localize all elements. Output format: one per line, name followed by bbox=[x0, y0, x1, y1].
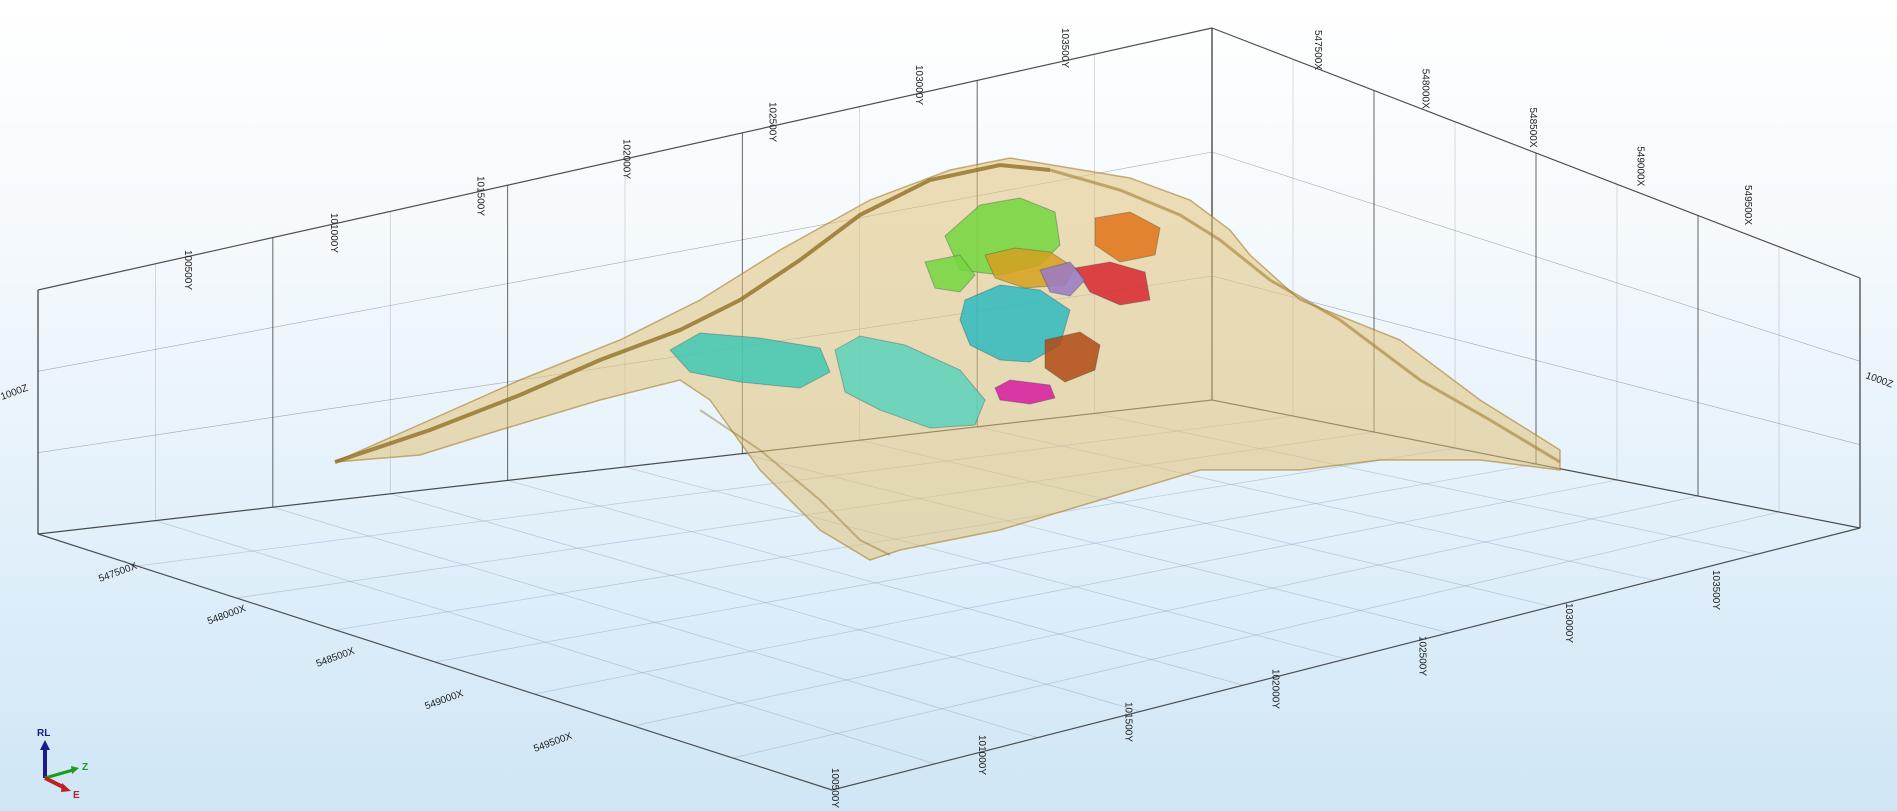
topography-surface bbox=[334, 157, 1561, 561]
orientation-widget[interactable]: RL Z E bbox=[37, 728, 88, 801]
floor-grid-line bbox=[272, 506, 1038, 738]
wall-grid-line bbox=[1211, 275, 1861, 445]
top-y-tick-label: 103000Y bbox=[913, 65, 924, 105]
bottom-y-tick-label: 103000Y bbox=[1563, 603, 1574, 643]
e-axis-arrowhead bbox=[61, 783, 71, 792]
left-z-tick-label: 1000Z bbox=[0, 383, 30, 403]
top-y-tick-label: 100500Y bbox=[182, 250, 193, 290]
top-x-tick-label: 548500X bbox=[1527, 108, 1538, 148]
orebody-solids bbox=[669, 197, 1161, 429]
floor-grid-line bbox=[507, 480, 1244, 686]
up-axis-label: RL bbox=[37, 728, 50, 739]
left-x-tick-label: 549000X bbox=[424, 688, 466, 712]
orebody-solid-11[interactable] bbox=[1039, 261, 1086, 297]
bottom-y-tick-label: 102000Y bbox=[1270, 669, 1281, 709]
wall-grid-line bbox=[1211, 151, 1861, 362]
floor-grid-line bbox=[732, 511, 1780, 759]
floor-grid-line bbox=[633, 495, 1699, 727]
bottom-y-tick-label: 101500Y bbox=[1123, 702, 1134, 742]
top-y-tick-label: 101500Y bbox=[474, 176, 485, 216]
box-edge bbox=[37, 27, 1213, 291]
bottom-y-tick-label: 100500Y bbox=[829, 768, 840, 808]
floor-grid-line bbox=[434, 463, 1537, 663]
bottom-y-tick-label: 101000Y bbox=[976, 735, 987, 775]
z-axis-label: Z bbox=[82, 762, 88, 773]
box-edge bbox=[831, 527, 1861, 791]
left-x-tick-label: 548500X bbox=[315, 646, 357, 670]
orebody-solid-6[interactable] bbox=[1094, 211, 1161, 263]
floor-grid-line bbox=[534, 479, 1618, 695]
left-x-tick-label: 549500X bbox=[532, 731, 574, 755]
floor-grid-line bbox=[624, 466, 1347, 660]
orebody-solid-10[interactable] bbox=[994, 379, 1056, 405]
left-x-tick-label: 548000X bbox=[206, 603, 248, 627]
terrain-valley bbox=[699, 409, 891, 556]
top-y-tick-label: 101000Y bbox=[328, 213, 339, 253]
terrain-mesh bbox=[334, 157, 1561, 561]
e-axis-label: E bbox=[73, 790, 80, 801]
top-x-tick-label: 547500X bbox=[1312, 30, 1323, 70]
orebody-solid-4[interactable] bbox=[924, 254, 976, 293]
floor-grid-line bbox=[155, 520, 935, 765]
bottom-y-tick-label: 103500Y bbox=[1710, 570, 1721, 610]
top-y-tick-label: 102000Y bbox=[621, 139, 632, 179]
bottom-y-tick-label: 102500Y bbox=[1416, 636, 1427, 676]
top-y-tick-label: 102500Y bbox=[767, 102, 778, 142]
orebody-solid-9[interactable] bbox=[1044, 331, 1101, 383]
terrain-ridge-right bbox=[1049, 168, 1561, 464]
top-x-tick-label: 548000X bbox=[1420, 69, 1431, 109]
terrain-ridge-left bbox=[334, 162, 1051, 464]
top-y-tick-label: 103500Y bbox=[1059, 28, 1070, 68]
z-axis-arrow bbox=[44, 768, 74, 780]
top-x-tick-label: 549500X bbox=[1742, 185, 1753, 225]
z-axis-arrowhead bbox=[71, 766, 79, 774]
orebody-solid-7[interactable] bbox=[1074, 261, 1151, 306]
box-edge bbox=[1211, 27, 1861, 279]
top-x-tick-label: 549000X bbox=[1635, 146, 1646, 186]
floor-grid-line bbox=[390, 493, 1141, 712]
orebody-solid-2[interactable] bbox=[834, 335, 986, 429]
box-edge bbox=[37, 533, 833, 791]
right-z-tick-label: 1000Z bbox=[1864, 370, 1894, 390]
orebody-solid-1[interactable] bbox=[669, 332, 831, 389]
left-x-tick-label: 547500X bbox=[97, 561, 139, 585]
up-axis-arrowhead bbox=[40, 740, 50, 750]
